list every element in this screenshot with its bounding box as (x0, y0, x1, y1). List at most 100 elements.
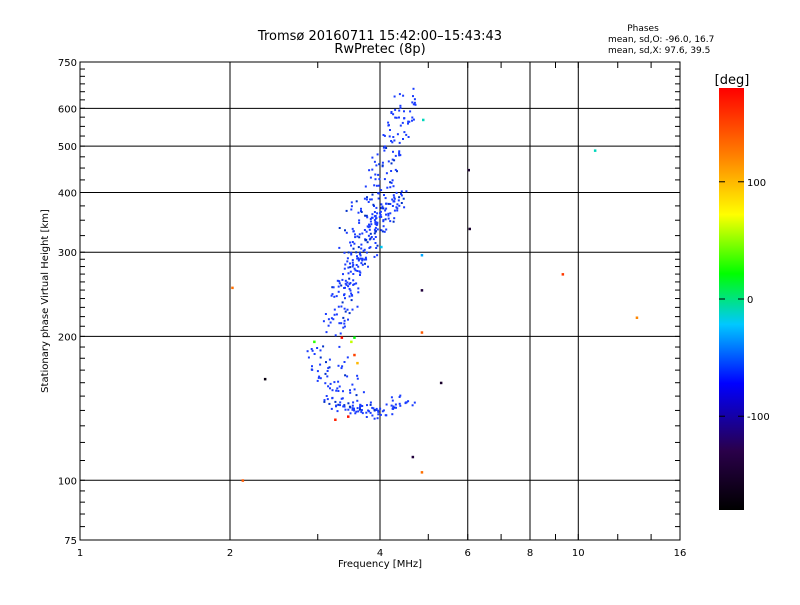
echo-point (346, 260, 349, 263)
echo-point (310, 348, 313, 350)
echo-point (355, 282, 358, 285)
phase-stats-heading: Phases (627, 24, 659, 34)
echo-point (377, 173, 380, 176)
echo-point (369, 198, 372, 201)
echo-point (349, 262, 351, 265)
echo-point (373, 232, 376, 235)
y-tick-label: 600 (58, 104, 77, 115)
echo-point-isolated (422, 118, 425, 122)
echo-point (369, 176, 372, 179)
x-tick-label: 8 (527, 548, 533, 559)
echo-point (413, 401, 416, 404)
echo-point (371, 193, 374, 196)
echo-point (346, 257, 349, 260)
echo-point (367, 409, 370, 412)
echo-point (379, 213, 382, 216)
echo-point (373, 160, 376, 163)
echo-point (351, 259, 354, 262)
echo-point-isolated (420, 289, 424, 292)
echo-point (323, 399, 326, 402)
echo-point (347, 266, 350, 269)
echo-point (357, 246, 360, 249)
echo-point (357, 211, 360, 214)
echo-point (330, 317, 333, 320)
echo-point (377, 409, 380, 412)
echo-point (405, 133, 408, 136)
echo-point (353, 242, 356, 245)
echo-point (349, 391, 352, 394)
echo-point (371, 156, 374, 159)
echo-point (391, 413, 394, 416)
echo-point (383, 178, 386, 181)
echo-point (370, 236, 373, 238)
echo-point (316, 347, 319, 349)
echo-point (383, 145, 386, 148)
echo-point (361, 405, 364, 407)
echo-point (382, 225, 385, 228)
echo-point (311, 368, 314, 371)
echo-point (394, 154, 397, 157)
echo-point (337, 290, 340, 293)
echo-point (319, 363, 322, 366)
echo-point (393, 159, 396, 162)
echo-point (353, 283, 356, 286)
echo-point (398, 196, 401, 199)
echo-point-isolated (353, 353, 356, 357)
echo-point (329, 382, 332, 385)
tick-label-layer: 1 2 4 6 8 10 16 75 100 200 300 400 500 600 750 (58, 58, 686, 559)
echo-point (394, 403, 397, 406)
echo-point (330, 294, 333, 297)
echo-point (392, 136, 395, 138)
echo-point (338, 385, 341, 388)
echo-point (374, 242, 377, 244)
echo-point (387, 160, 390, 163)
echo-point (399, 394, 402, 397)
y-tick-label: 100 (58, 476, 77, 487)
echo-point (411, 116, 414, 119)
echo-point (351, 261, 354, 264)
echo-point (393, 197, 396, 200)
echo-point-isolated (353, 336, 356, 339)
echo-point (325, 331, 328, 334)
echo-point (359, 403, 362, 406)
echo-point (351, 407, 354, 410)
echo-point (351, 227, 354, 230)
echo-point (390, 162, 393, 165)
echo-point (396, 207, 399, 210)
echo-point (316, 370, 319, 373)
echo-point-isolated (334, 418, 337, 421)
echo-point (337, 305, 340, 308)
echo-point (394, 108, 397, 111)
echo-point (402, 197, 405, 200)
echo-point (330, 407, 333, 410)
echo-point (348, 312, 351, 315)
echo-point (353, 388, 356, 391)
echo-point (354, 269, 357, 272)
echo-point-isolated (420, 471, 424, 474)
echo-point (373, 211, 376, 213)
echo-point (377, 192, 380, 195)
echo-point (380, 215, 383, 218)
echo-point (349, 241, 352, 244)
echo-point (398, 153, 401, 156)
echo-point (344, 408, 347, 411)
echo-point (389, 181, 392, 184)
echo-point (357, 287, 360, 290)
echo-point (313, 353, 316, 355)
echo-point (327, 324, 330, 327)
echo-point (372, 407, 375, 410)
echo-point (403, 117, 406, 120)
echo-point (383, 149, 386, 152)
echo-point (376, 228, 379, 231)
echo-point-isolated (380, 245, 383, 249)
echo-point-isolated (467, 168, 470, 172)
echo-point-isolated (635, 316, 639, 319)
colorbar-tick-label: 0 (747, 295, 753, 306)
echo-point (337, 364, 340, 367)
echo-point (356, 407, 359, 410)
echo-point (374, 221, 377, 224)
echo-point (400, 192, 402, 195)
echo-point (337, 285, 340, 288)
echo-point-isolated (241, 479, 245, 482)
echo-point (398, 396, 401, 398)
